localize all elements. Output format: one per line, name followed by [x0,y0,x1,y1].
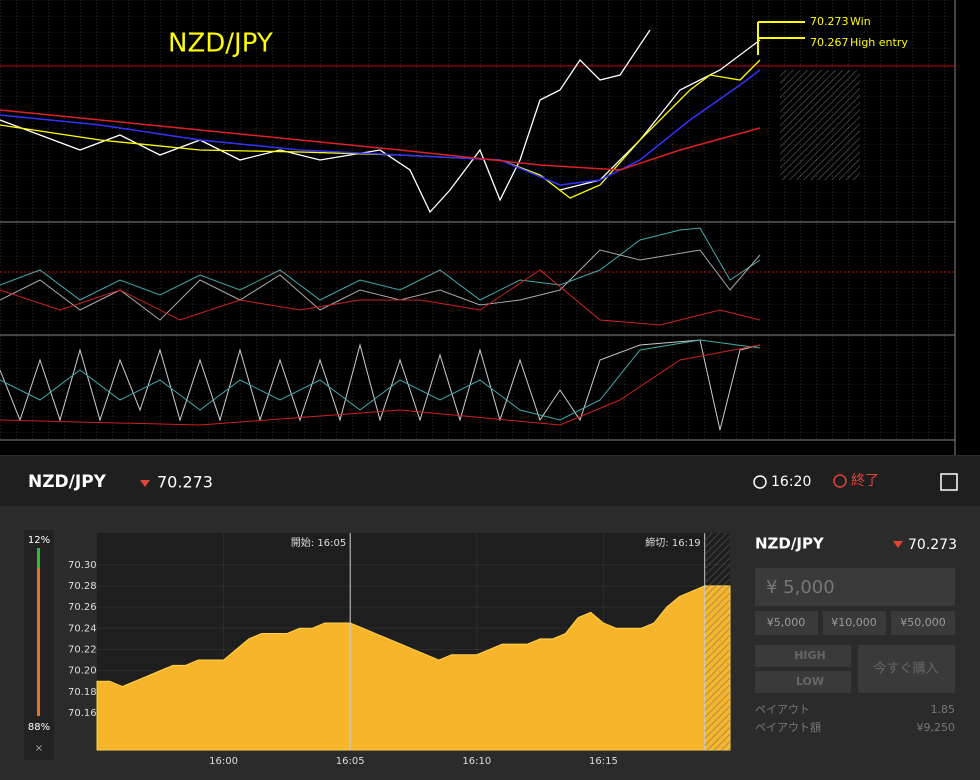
price-chart: 開始: 16:05 締切: 16:19 [96,533,731,751]
preset-label: ¥50,000 [900,616,946,629]
y-tick-label: 70.28 [68,581,97,592]
payout-label: ペイアウト [755,703,810,716]
low-label: LOW [796,675,824,688]
panel-price: 70.273 [908,537,957,553]
x-tick-label: 16:15 [589,756,618,767]
header-price: 70.273 [157,473,213,492]
high-button[interactable] [755,645,851,667]
mt4-chart: NZD/JPY 70.273 Win 70.267 High entry [0,0,980,455]
y-tick-label: 70.30 [68,560,97,571]
y-tick-label: 70.16 [68,708,97,719]
header: NZD/JPY 70.273 16:20 終了 [0,456,980,506]
price-area [96,585,731,751]
payout-amount-label: ペイアウト額 [755,721,821,734]
buy-button[interactable] [858,645,955,693]
payout-amount: ¥9,250 [917,721,956,734]
x-tick-label: 16:05 [336,756,365,767]
low-percent: 88% [28,722,50,733]
preset-button[interactable] [755,611,818,635]
low-button[interactable] [755,671,851,693]
high-label: HIGH [794,649,826,662]
close-icon[interactable]: × [35,743,43,754]
x-tick-label: 16:10 [462,756,491,767]
x-tick-label: 16:00 [209,756,238,767]
high-percent: 12% [28,535,50,546]
win-price: 70.273 [810,15,849,28]
preset-label: ¥10,000 [831,616,877,629]
payout: 1.85 [931,703,956,716]
entry-label: High entry [850,36,908,49]
mt4-title: NZD/JPY [168,29,273,59]
preset-label: ¥5,000 [767,616,806,629]
header-time: 16:20 [771,474,811,490]
y-tick-label: 70.24 [68,623,97,634]
panel-symbol: NZD/JPY [755,535,825,553]
y-tick-label: 70.20 [68,666,97,677]
closed-zone [704,533,730,750]
sentiment: 12% 88% × [24,530,54,760]
header-symbol: NZD/JPY [28,472,107,492]
header-status: 終了 [851,473,879,489]
expand-button[interactable] [940,473,958,491]
marker-label: 締切: 16:19 [645,536,700,549]
y-tick-label: 70.22 [68,644,97,655]
y-tick-label: 70.26 [68,602,97,613]
win-label: Win [850,15,871,28]
buy-label: 今すぐ購入 [873,661,938,677]
y-tick-label: 70.18 [68,687,97,698]
amount: ¥ 5,000 [766,577,835,598]
preset-button[interactable] [823,611,886,635]
marker-label: 開始: 16:05 [291,536,346,549]
entry-price: 70.267 [810,36,849,49]
amount-input[interactable] [755,568,955,606]
preset-button[interactable] [891,611,955,635]
trade-panel: NZD/JPY 70.273 ¥ 5,000 ¥5,000 ¥10,000 ¥5… [755,535,957,734]
